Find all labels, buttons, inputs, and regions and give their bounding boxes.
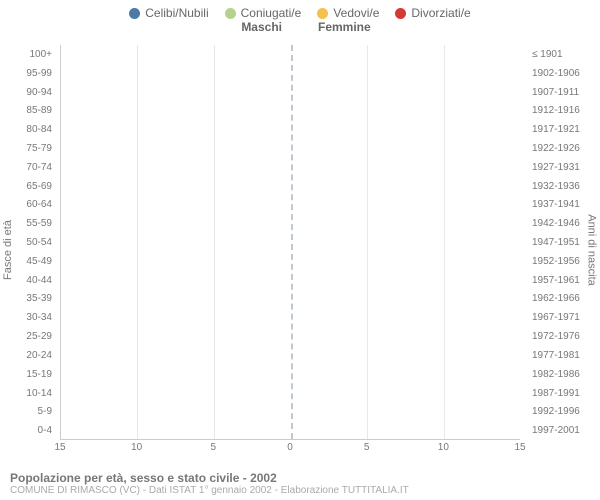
header-male: Maschi: [241, 20, 282, 34]
age-label: 70-74: [0, 158, 56, 177]
legend-label: Celibi/Nubili: [145, 6, 208, 20]
bar-row: [61, 270, 520, 289]
legend-item: Coniugati/e: [225, 6, 302, 20]
bar-row: [61, 101, 520, 120]
legend-swatch: [317, 8, 328, 19]
age-label: 0-4: [0, 421, 56, 440]
birth-label: 1992-1996: [528, 402, 600, 421]
age-label: 90-94: [0, 83, 56, 102]
plot-area: [60, 45, 520, 440]
gridline: [444, 45, 445, 439]
x-tick: 15: [514, 442, 525, 453]
axis-title-age: Fasce di età: [2, 220, 14, 280]
age-label: 65-69: [0, 177, 56, 196]
bar-row: [61, 158, 520, 177]
age-label: 25-29: [0, 327, 56, 346]
bar-row: [61, 214, 520, 233]
legend-label: Divorziati/e: [411, 6, 470, 20]
gridline: [137, 45, 138, 439]
birth-label: 1982-1986: [528, 365, 600, 384]
birth-label: 1977-1981: [528, 346, 600, 365]
birth-label: 1972-1976: [528, 327, 600, 346]
x-tick: 15: [54, 442, 65, 453]
age-label: 5-9: [0, 402, 56, 421]
age-label: 100+: [0, 45, 56, 64]
birth-label: 1932-1936: [528, 177, 600, 196]
birth-label: 1927-1931: [528, 158, 600, 177]
bar-row: [61, 233, 520, 252]
gender-headers: Maschi Femmine: [0, 20, 600, 38]
birth-label: ≤ 1901: [528, 45, 600, 64]
birth-label: 1987-1991: [528, 384, 600, 403]
bar-row: [61, 364, 520, 383]
bar-rows: [61, 45, 520, 439]
birth-label: 1912-1916: [528, 101, 600, 120]
legend-item: Divorziati/e: [395, 6, 470, 20]
bar-row: [61, 420, 520, 439]
age-label: 15-19: [0, 365, 56, 384]
bar-row: [61, 139, 520, 158]
bar-row: [61, 83, 520, 102]
x-tick: 5: [211, 442, 217, 453]
age-label: 20-24: [0, 346, 56, 365]
age-label: 80-84: [0, 120, 56, 139]
axis-title-birth: Anni di nascita: [586, 214, 598, 286]
gridline: [214, 45, 215, 439]
bar-row: [61, 402, 520, 421]
bar-row: [61, 195, 520, 214]
bar-row: [61, 326, 520, 345]
age-label: 30-34: [0, 308, 56, 327]
legend-label: Vedovi/e: [333, 6, 379, 20]
bar-row: [61, 308, 520, 327]
x-tick: 0: [287, 442, 293, 453]
bar-row: [61, 176, 520, 195]
legend-swatch: [129, 8, 140, 19]
population-pyramid-chart: Celibi/Nubili Coniugati/e Vedovi/e Divorzia…: [0, 0, 600, 500]
x-axis: 15105051015: [60, 442, 520, 456]
birth-label: 1997-2001: [528, 421, 600, 440]
chart-title: Popolazione per età, sesso e stato civil…: [10, 471, 409, 485]
legend-swatch: [225, 8, 236, 19]
gridline: [367, 45, 368, 439]
age-label: 95-99: [0, 64, 56, 83]
bar-row: [61, 251, 520, 270]
x-tick: 5: [364, 442, 370, 453]
legend-item: Vedovi/e: [317, 6, 379, 20]
age-label: 35-39: [0, 290, 56, 309]
chart-subtitle: COMUNE DI RIMASCO (VC) - Dati ISTAT 1° g…: [10, 485, 409, 496]
x-tick: 10: [131, 442, 142, 453]
age-label: 10-14: [0, 384, 56, 403]
bar-row: [61, 64, 520, 83]
legend-swatch: [395, 8, 406, 19]
bar-row: [61, 45, 520, 64]
bar-row: [61, 345, 520, 364]
footer: Popolazione per età, sesso e stato civil…: [10, 471, 409, 496]
birth-label: 1967-1971: [528, 308, 600, 327]
birth-label: 1917-1921: [528, 120, 600, 139]
age-label: 75-79: [0, 139, 56, 158]
bar-row: [61, 289, 520, 308]
header-female: Femmine: [318, 20, 371, 34]
birth-label: 1902-1906: [528, 64, 600, 83]
bar-row: [61, 120, 520, 139]
x-tick: 10: [438, 442, 449, 453]
age-label: 60-64: [0, 196, 56, 215]
legend-item: Celibi/Nubili: [129, 6, 208, 20]
birth-label: 1922-1926: [528, 139, 600, 158]
birth-label: 1937-1941: [528, 196, 600, 215]
legend: Celibi/Nubili Coniugati/e Vedovi/e Divorzia…: [0, 0, 600, 20]
legend-label: Coniugati/e: [241, 6, 302, 20]
age-label: 85-89: [0, 101, 56, 120]
birth-label: 1962-1966: [528, 290, 600, 309]
birth-label: 1907-1911: [528, 83, 600, 102]
bar-row: [61, 383, 520, 402]
